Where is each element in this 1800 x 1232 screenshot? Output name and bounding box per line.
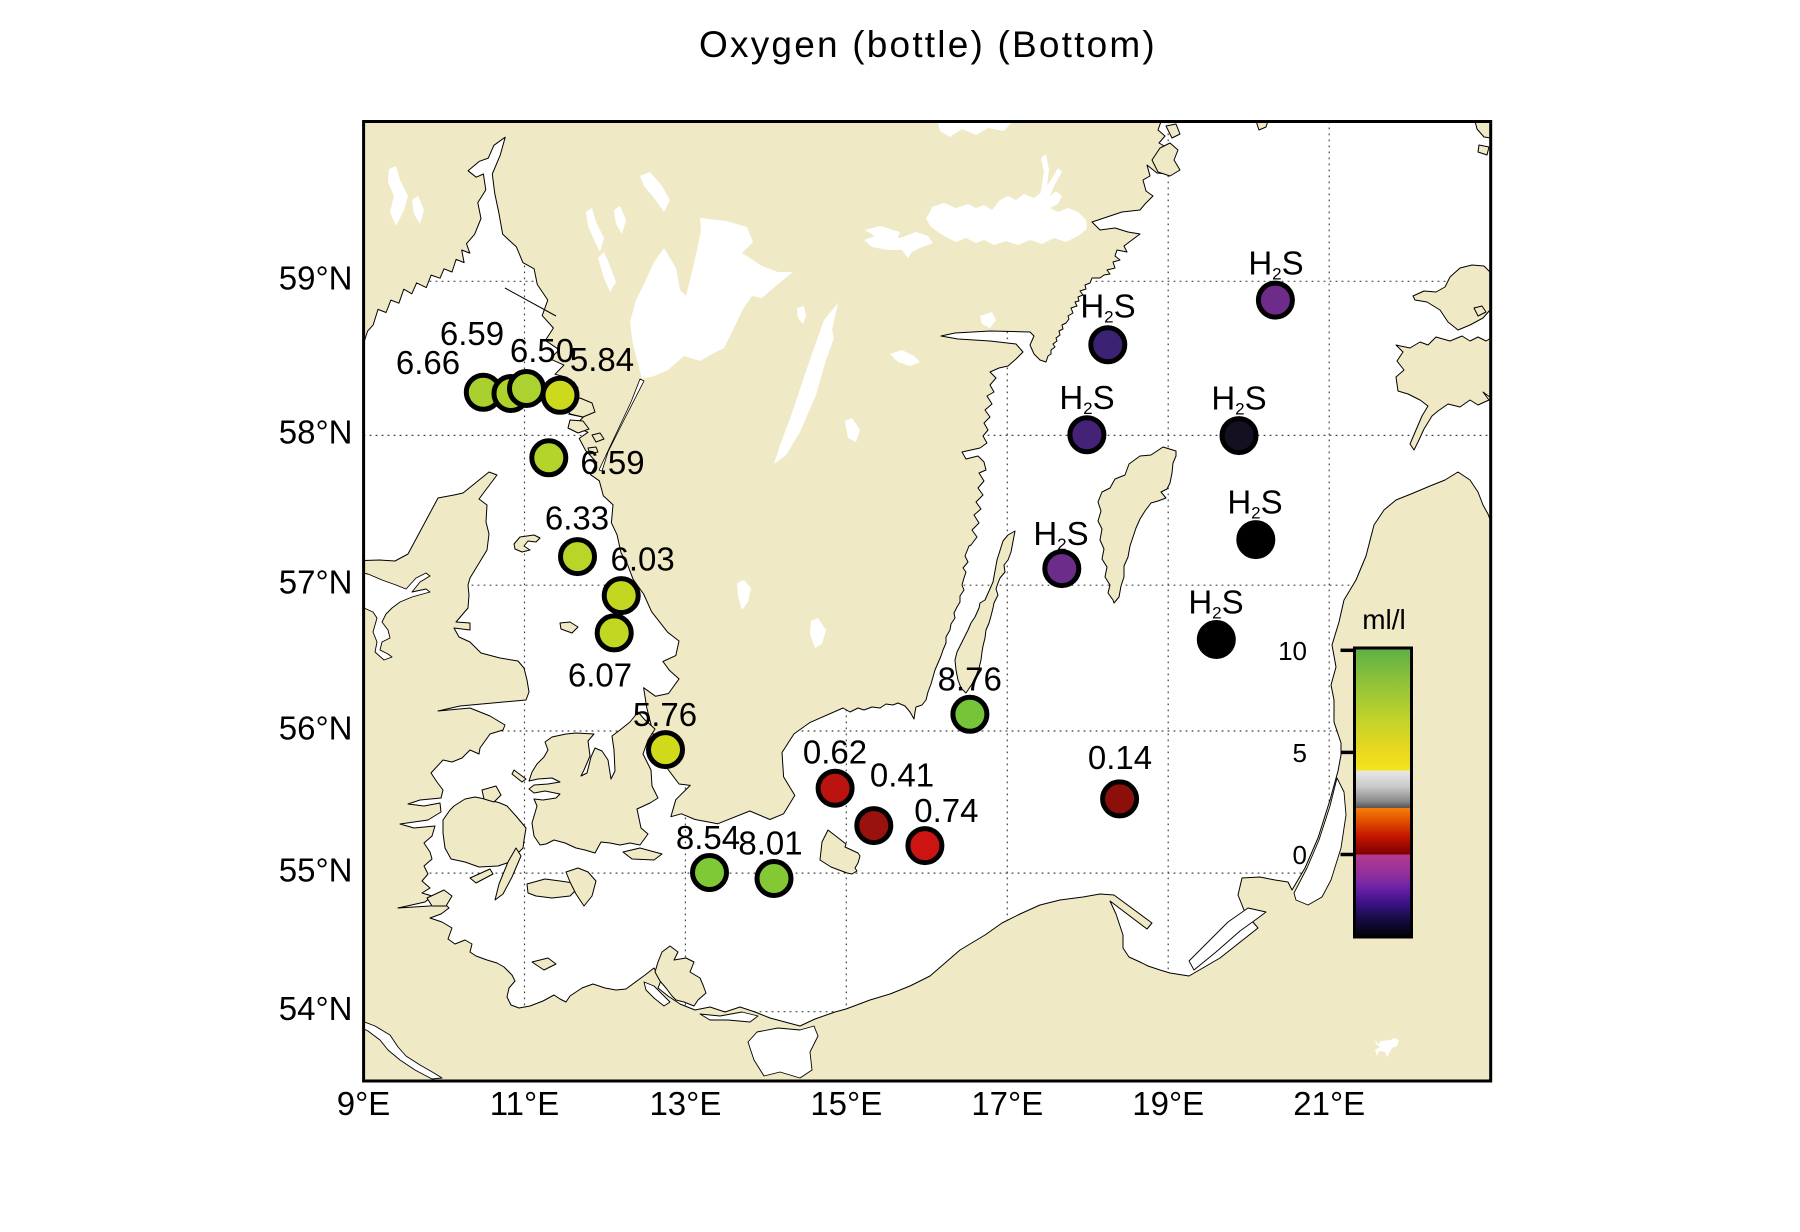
svg-text:11°E: 11°E — [490, 1085, 559, 1122]
svg-text:5.76: 5.76 — [633, 696, 697, 733]
svg-text:8.76: 8.76 — [938, 660, 1002, 697]
svg-text:6.07: 6.07 — [568, 657, 632, 694]
svg-text:6.59: 6.59 — [440, 315, 504, 352]
svg-text:8.54: 8.54 — [676, 819, 740, 856]
svg-text:54°N: 54°N — [279, 990, 353, 1027]
svg-text:H2S: H2S — [1080, 288, 1135, 327]
svg-text:5: 5 — [1293, 738, 1307, 768]
svg-text:6.66: 6.66 — [396, 344, 460, 381]
svg-text:0: 0 — [1293, 840, 1307, 870]
svg-text:6.50: 6.50 — [510, 332, 574, 369]
svg-text:9°E: 9°E — [337, 1085, 391, 1122]
svg-text:5.84: 5.84 — [570, 341, 634, 378]
svg-text:15°E: 15°E — [810, 1085, 882, 1122]
svg-text:0.74: 0.74 — [914, 792, 978, 829]
svg-text:56°N: 56°N — [279, 709, 353, 746]
svg-text:H2S: H2S — [1188, 584, 1243, 623]
svg-text:17°E: 17°E — [971, 1085, 1043, 1122]
svg-text:21°E: 21°E — [1293, 1085, 1365, 1122]
svg-text:58°N: 58°N — [279, 414, 353, 451]
svg-text:8.01: 8.01 — [738, 825, 802, 862]
svg-text:10: 10 — [1278, 636, 1307, 666]
svg-text:0.62: 0.62 — [803, 733, 867, 770]
svg-text:55°N: 55°N — [279, 851, 353, 888]
svg-text:ml/l: ml/l — [1362, 604, 1406, 635]
svg-text:6.33: 6.33 — [545, 500, 609, 537]
svg-text:0.41: 0.41 — [870, 757, 934, 794]
svg-text:13°E: 13°E — [649, 1085, 721, 1122]
svg-text:0.14: 0.14 — [1088, 739, 1152, 776]
svg-text:57°N: 57°N — [279, 564, 353, 601]
svg-text:59°N: 59°N — [279, 260, 353, 297]
svg-text:6.03: 6.03 — [610, 541, 674, 578]
svg-text:19°E: 19°E — [1132, 1085, 1204, 1122]
svg-text:Oxygen (bottle) (Bottom): Oxygen (bottle) (Bottom) — [699, 24, 1157, 65]
svg-text:6.59: 6.59 — [580, 444, 644, 481]
